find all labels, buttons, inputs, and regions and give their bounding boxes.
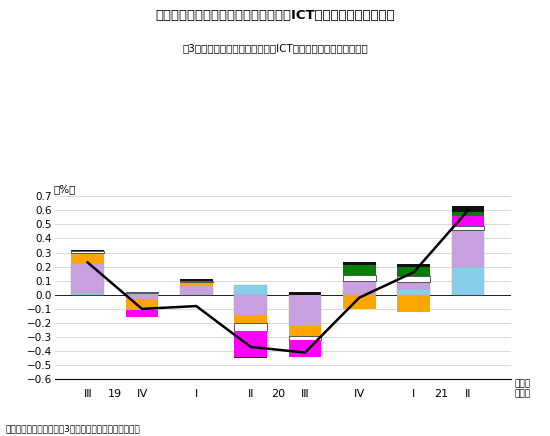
Bar xyxy=(343,275,376,281)
Bar xyxy=(289,340,321,357)
Text: 第3次産業活動指数総合に占めるICT関連サービス指数の寄与度: 第3次産業活動指数総合に占めるICT関連サービス指数の寄与度 xyxy=(182,44,368,54)
Text: 図表３　第３次産業活動指数に占めるICT関連サービスの寄与度: 図表３ 第３次産業活動指数に占めるICT関連サービスの寄与度 xyxy=(155,9,395,22)
Bar xyxy=(72,251,104,252)
Bar xyxy=(72,293,104,295)
Bar xyxy=(234,295,267,314)
Text: （出所）経済産業省「第3次産業活動指数」より作成。: （出所）経済産業省「第3次産業活動指数」より作成。 xyxy=(6,425,140,434)
Bar xyxy=(397,289,430,295)
Bar xyxy=(397,276,430,282)
Bar xyxy=(289,292,321,295)
Text: （期）
（年）: （期） （年） xyxy=(514,379,530,399)
Bar xyxy=(289,295,321,326)
Bar xyxy=(452,267,485,295)
Bar xyxy=(397,264,430,267)
Bar xyxy=(180,286,213,295)
Bar xyxy=(125,299,158,310)
Bar xyxy=(180,281,213,282)
Bar xyxy=(452,226,485,230)
Bar xyxy=(234,331,267,357)
Bar xyxy=(452,206,485,212)
Bar xyxy=(452,212,485,216)
Bar xyxy=(180,282,213,286)
Bar xyxy=(397,267,430,276)
Text: （%）: （%） xyxy=(54,184,76,194)
Bar xyxy=(343,265,376,275)
Bar xyxy=(125,295,158,299)
Bar xyxy=(289,326,321,336)
Bar xyxy=(452,230,485,267)
Bar xyxy=(289,336,321,340)
Bar xyxy=(397,282,430,289)
Bar xyxy=(234,357,267,358)
Bar xyxy=(234,314,267,323)
Bar xyxy=(452,216,485,226)
Text: 19: 19 xyxy=(108,389,122,399)
Text: 20: 20 xyxy=(271,389,285,399)
Bar xyxy=(72,264,104,293)
Bar xyxy=(234,285,267,295)
Bar xyxy=(343,295,376,309)
Bar xyxy=(180,279,213,281)
Bar xyxy=(72,252,104,264)
Bar xyxy=(343,262,376,265)
Bar xyxy=(234,323,267,331)
Bar xyxy=(72,250,104,251)
Bar xyxy=(125,310,158,317)
Bar xyxy=(125,292,158,293)
Bar xyxy=(343,281,376,295)
Bar xyxy=(397,295,430,312)
Bar xyxy=(125,293,158,295)
Text: 21: 21 xyxy=(434,389,448,399)
